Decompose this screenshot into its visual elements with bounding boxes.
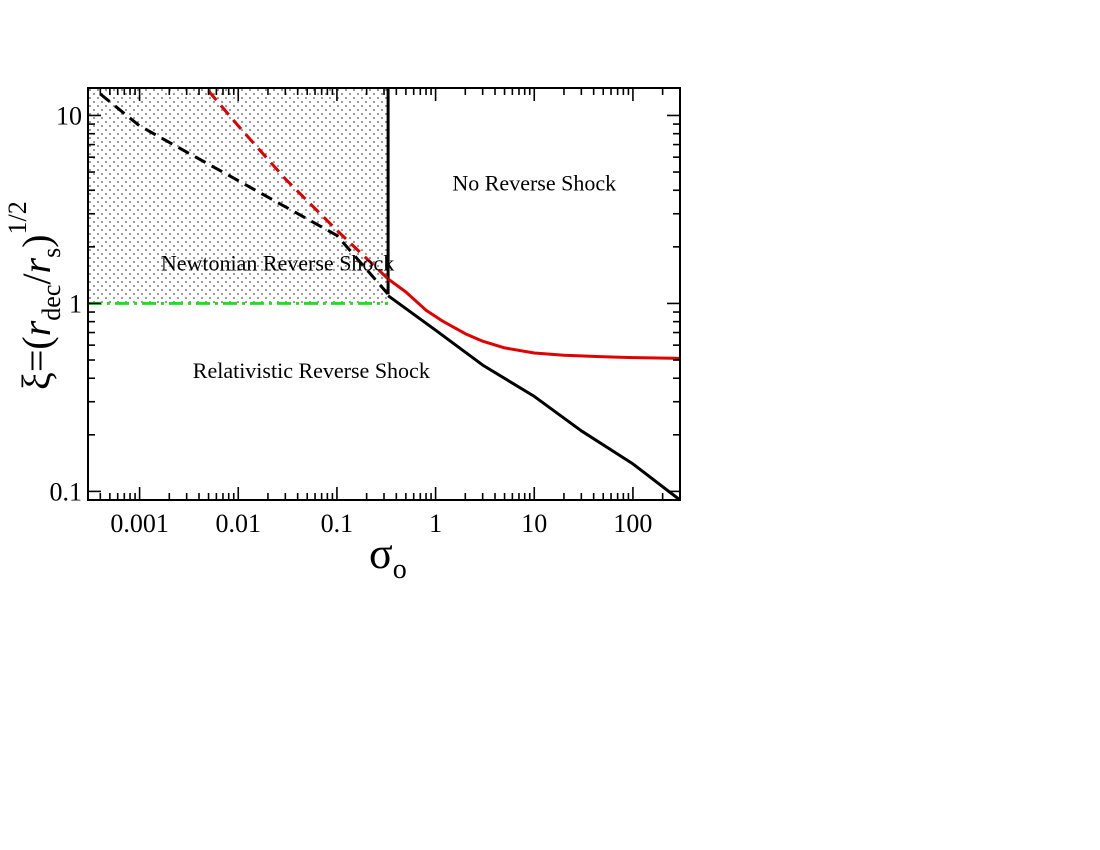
series-layer: [88, 88, 681, 502]
x-tick-label: 100: [613, 509, 652, 538]
y-tick-label: 0.1: [50, 477, 83, 506]
series-line-3: [387, 277, 681, 360]
region-annotation: Newtonian Reverse Shock: [161, 250, 394, 275]
x-tick-label: 0.01: [216, 509, 262, 538]
y-axis-title: ξ=(rdec/rs)1/2: [3, 201, 66, 390]
plot-frame: [87, 87, 681, 501]
region-annotation: No Reverse Shock: [452, 170, 616, 195]
y-tick-label: 1: [69, 289, 82, 318]
x-tick-label: 10: [521, 509, 547, 538]
region-annotation: Relativistic Reverse Shock: [193, 358, 430, 383]
series-line-5: [207, 90, 390, 280]
series-line-2: [387, 294, 681, 502]
series-line-4: [99, 92, 390, 296]
x-tick-label: 1: [429, 509, 442, 538]
x-tick-label: 0.001: [110, 509, 169, 538]
x-tick-label: 0.1: [321, 509, 354, 538]
y-tick-label: 10: [56, 101, 82, 130]
x-axis-title: σo: [369, 529, 407, 585]
label-layer: 0.001 0.01 0.1 1 10 100 0.1 1 10 No Reverse Shock…: [50, 101, 653, 538]
